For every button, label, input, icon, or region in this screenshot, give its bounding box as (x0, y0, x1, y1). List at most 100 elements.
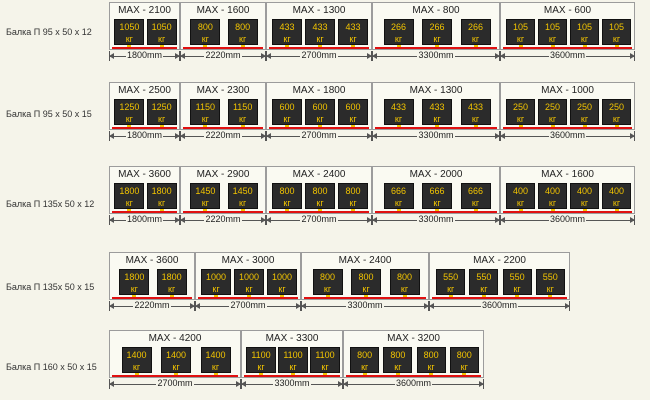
pallet-load-value: 433 (429, 102, 445, 112)
beam-connector (323, 373, 327, 376)
pallet-load-value: 1100 (251, 350, 271, 360)
pallet-load-value: 600 (345, 102, 361, 112)
pallet-load-value: 550 (476, 272, 492, 282)
pallet-load-unit: кг (349, 34, 357, 44)
dimension-line: 2220mm (180, 50, 266, 61)
pallet-load-unit: кг (125, 34, 133, 44)
dimension-line: 1800mm (109, 130, 180, 141)
beam-connector (582, 125, 587, 128)
beam-connector (396, 125, 401, 128)
dimension-value: 1800mm (125, 130, 163, 140)
arrow-left-icon (266, 133, 271, 139)
pallet-load-unit: кг (580, 198, 589, 208)
pallet-load-value: 1250 (151, 102, 172, 112)
beam-line (375, 211, 497, 213)
dimension-value: 3600mm (394, 378, 432, 388)
pallet-load-unit: кг (516, 34, 525, 44)
dimension-line: 2220mm (180, 130, 266, 141)
beam-connector (285, 209, 289, 212)
arrow-right-icon (630, 217, 635, 223)
beam-line (112, 211, 177, 213)
pallet-load-value: 800 (423, 350, 439, 360)
pallet-box: 433 кг (383, 99, 414, 125)
dimension-text: 3300mm (301, 300, 429, 310)
beam-line (183, 47, 263, 49)
pallet-load-value: 1450 (232, 186, 253, 196)
pallet-load-value: 250 (544, 102, 561, 112)
arrow-left-icon (109, 217, 114, 223)
arrow-left-icon (109, 381, 114, 387)
pallet-box: 666 кг (460, 183, 491, 209)
pallet-box: 266 кг (460, 19, 491, 45)
rack-bay: MAX - 3300 1100 кг 1100 кг 1100 кг (241, 330, 343, 378)
pallet-box: 1150 кг (190, 99, 221, 125)
pallet-load-unit: кг (158, 198, 166, 208)
pallet-load-value: 1800 (124, 272, 145, 282)
dimension-line: 3300mm (241, 378, 343, 389)
pallet-box: 105 кг (506, 19, 535, 45)
beam-line (112, 127, 177, 129)
dimension-text: 2220mm (109, 300, 195, 310)
dimension-text: 3300mm (372, 130, 500, 140)
rack-bay: MAX - 1000 250 кг 250 кг 250 кг 250 кг (500, 82, 635, 130)
dimension-line: 2220mm (109, 300, 195, 311)
pallet-box: 433 кг (305, 19, 335, 45)
rack-bay: MAX - 1600 400 кг 400 кг 400 кг 400 кг (500, 166, 635, 214)
dimension-text: 1800mm (109, 214, 180, 224)
dimension-line: 3600mm (429, 300, 570, 311)
pallet-load-value: 266 (390, 22, 407, 32)
dimension-value: 3600mm (548, 130, 586, 140)
pallet-load-unit: кг (283, 198, 291, 208)
rack-bay: MAX - 2900 1450 кг 1450 кг (180, 166, 266, 214)
pallet-box: 1400 кг (121, 347, 152, 373)
pallet-box: 1800 кг (146, 183, 177, 209)
dimension-text: 3600mm (500, 214, 635, 224)
pallet-box: 800 кг (305, 183, 335, 209)
dimension-text: 2700mm (195, 300, 301, 310)
beam-line (269, 127, 369, 129)
pallet-load-value: 800 (390, 350, 406, 360)
beam-connector (169, 295, 174, 298)
pallet-box: 1000 кг (234, 269, 264, 295)
pallet-load-unit: кг (239, 34, 247, 44)
dimension-text: 2220mm (180, 50, 266, 60)
arrow-left-icon (109, 133, 114, 139)
dimension-text: 3600mm (500, 130, 635, 140)
max-load-label: MAX - 1000 (541, 85, 594, 96)
dimension-line: 3300mm (372, 130, 500, 141)
arrow-right-icon (261, 133, 266, 139)
beam-connector (351, 125, 355, 128)
rack-bay: MAX - 2300 1150 кг 1150 кг (180, 82, 266, 130)
max-load-label: MAX - 2400 (338, 255, 392, 266)
pallet-load-unit: кг (580, 34, 589, 44)
dimension-text: 3300mm (372, 214, 500, 224)
max-load-label: MAX - 3300 (265, 333, 319, 344)
beam-connector (548, 295, 553, 298)
pallet-load-unit: кг (278, 284, 286, 294)
dimension-value: 2700mm (300, 214, 338, 224)
arrow-left-icon (429, 303, 434, 309)
pallet-load-unit: кг (125, 198, 133, 208)
beam-connector (364, 295, 368, 298)
pallet-box: 800 кг (190, 19, 221, 45)
pallet-box: 666 кг (422, 183, 452, 209)
beam-connector (481, 295, 486, 298)
beam-connector (159, 45, 164, 48)
pallet-box: 666 кг (383, 183, 414, 209)
pallet-load-value: 800 (456, 350, 472, 360)
arrow-left-icon (372, 217, 377, 223)
arrow-right-icon (338, 381, 343, 387)
dimension-line: 2220mm (180, 214, 266, 225)
beam-connector (614, 125, 619, 128)
pallet-load-unit: кг (361, 362, 369, 372)
beam-connector (240, 45, 245, 48)
pallet-box: 433 кг (460, 99, 491, 125)
rack-bay: MAX - 2100 1050 кг 1050 кг (109, 2, 180, 50)
pallet-load-unit: кг (316, 198, 324, 208)
dimension-text: 2220mm (180, 130, 266, 140)
pallet-box: 800 кг (272, 183, 302, 209)
beam-connector (473, 125, 478, 128)
arrow-right-icon (495, 53, 500, 59)
beam-connector (351, 45, 355, 48)
pallet-load-unit: кг (212, 284, 220, 294)
